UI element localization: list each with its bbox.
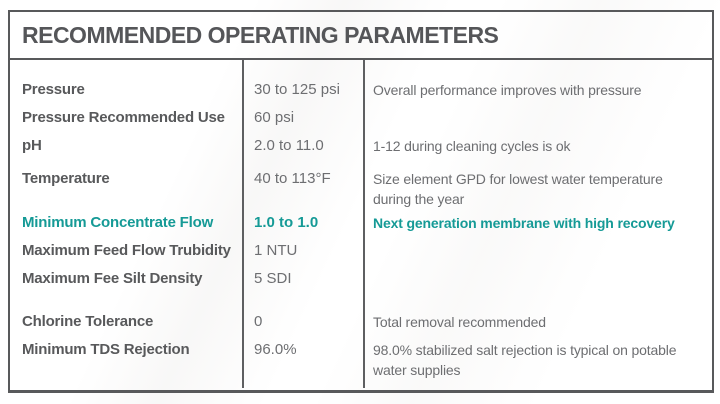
table-row: Chlorine Tolerance 0 Total removal recom… bbox=[10, 308, 712, 336]
table-row: Minimum TDS Rejection 96.0% 98.0% stabil… bbox=[10, 336, 712, 380]
parameter-value: 96.0% bbox=[254, 341, 297, 358]
table-row: Pressure Recommended Use 60 psi bbox=[10, 104, 712, 132]
table-header: RECOMMENDED OPERATING PARAMETERS bbox=[10, 12, 712, 60]
parameter-label: Minimum TDS Rejection bbox=[22, 341, 190, 358]
parameter-value: 2.0 to 11.0 bbox=[254, 137, 324, 154]
parameter-note: Total removal recommended bbox=[373, 314, 546, 330]
table-section: Temperature 40 to 113°F Size element GPD… bbox=[10, 165, 712, 293]
table-row: Maximum Feed Flow Trubidity 1 NTU bbox=[10, 237, 712, 265]
parameter-note bbox=[363, 265, 712, 269]
parameter-label: Chlorine Tolerance bbox=[22, 313, 154, 330]
parameter-note: 1-12 during cleaning cycles is ok bbox=[373, 138, 571, 154]
parameter-value: 60 psi bbox=[254, 109, 295, 126]
table-section: Pressure 30 to 125 psi Overall performan… bbox=[10, 76, 712, 160]
parameter-label: Maximum Fee Silt Density bbox=[22, 270, 203, 287]
parameter-label: Pressure bbox=[22, 81, 85, 98]
parameter-value: 5 SDI bbox=[254, 270, 292, 287]
parameter-value: 0 bbox=[254, 313, 263, 330]
table-rows-container: Pressure 30 to 125 psi Overall performan… bbox=[10, 76, 712, 380]
parameter-label: Maximum Feed Flow Trubidity bbox=[22, 242, 231, 259]
parameter-label: Pressure Recommended Use bbox=[22, 109, 225, 126]
parameter-note: Next generation membrane with high recov… bbox=[373, 215, 675, 231]
parameter-note bbox=[363, 104, 712, 108]
parameter-note bbox=[363, 237, 712, 241]
parameter-label: Temperature bbox=[22, 170, 110, 187]
table-row: Minimum Concentrate Flow 1.0 to 1.0 Next… bbox=[10, 209, 712, 237]
parameter-note: 98.0% stabilized salt rejection is typic… bbox=[373, 342, 677, 378]
table-row: Maximum Fee Silt Density 5 SDI bbox=[10, 265, 712, 293]
table-section: Chlorine Tolerance 0 Total removal recom… bbox=[10, 308, 712, 380]
table-row: Pressure 30 to 125 psi Overall performan… bbox=[10, 76, 712, 104]
table-title: RECOMMENDED OPERATING PARAMETERS bbox=[22, 21, 499, 48]
table-row: Temperature 40 to 113°F Size element GPD… bbox=[10, 165, 712, 209]
column-divider-2 bbox=[363, 60, 365, 388]
parameter-note: Overall performance improves with pressu… bbox=[373, 82, 642, 98]
parameter-value: 40 to 113°F bbox=[254, 170, 331, 187]
table-row: pH 2.0 to 11.0 1-12 during cleaning cycl… bbox=[10, 132, 712, 160]
parameter-label: pH bbox=[22, 137, 42, 154]
parameter-label: Minimum Concentrate Flow bbox=[22, 214, 214, 231]
parameter-value: 1.0 to 1.0 bbox=[254, 214, 319, 231]
table-body: Pressure 30 to 125 psi Overall performan… bbox=[10, 60, 712, 388]
parameter-value: 1 NTU bbox=[254, 242, 298, 259]
operating-parameters-table: RECOMMENDED OPERATING PARAMETERS Pressur… bbox=[8, 10, 714, 393]
parameter-note: Size element GPD for lowest water temper… bbox=[373, 171, 663, 207]
column-divider-1 bbox=[242, 60, 244, 388]
parameter-value: 30 to 125 psi bbox=[254, 81, 340, 98]
